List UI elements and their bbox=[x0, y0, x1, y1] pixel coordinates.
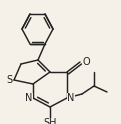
Text: SH: SH bbox=[43, 118, 57, 124]
Text: O: O bbox=[82, 57, 90, 67]
Text: N: N bbox=[25, 93, 33, 103]
Text: N: N bbox=[67, 93, 75, 103]
Text: S: S bbox=[6, 75, 12, 85]
